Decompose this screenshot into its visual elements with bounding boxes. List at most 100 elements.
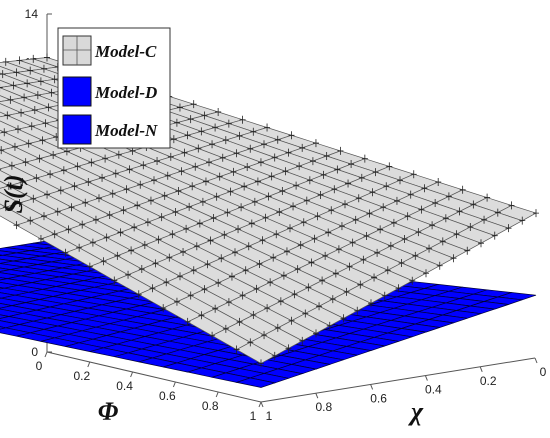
surface-marker-model-c xyxy=(329,295,336,304)
surface-marker-model-c xyxy=(19,177,26,186)
surface-marker-model-c xyxy=(144,218,151,227)
surface-cell-model-c xyxy=(0,180,10,189)
surface-marker-model-c xyxy=(206,158,212,167)
surface-marker-model-c xyxy=(236,131,243,140)
surface-marker-model-c xyxy=(374,248,381,257)
surface-marker-model-c xyxy=(484,193,491,202)
surface-marker-model-c xyxy=(137,180,144,189)
surface-marker-model-c xyxy=(409,276,416,285)
surface-marker-model-c xyxy=(352,215,359,224)
surface-marker-model-c xyxy=(299,143,306,152)
legend-swatch-model-d xyxy=(62,76,92,107)
surface-marker-model-c xyxy=(126,165,133,174)
surface-marker-model-c xyxy=(273,230,280,239)
surface-marker-model-c xyxy=(369,188,376,197)
surface-marker-model-c xyxy=(232,248,238,257)
surface-marker-model-c xyxy=(436,261,443,270)
surface-marker-model-c xyxy=(361,154,368,163)
surface-marker-model-c xyxy=(131,223,138,232)
surface-marker-model-c xyxy=(24,79,31,88)
surface-marker-model-c xyxy=(13,68,20,77)
surface-marker-model-c xyxy=(276,208,283,217)
surface-marker-model-c xyxy=(187,291,194,300)
surface-marker-model-c xyxy=(349,238,356,247)
surface-marker-model-c xyxy=(290,202,297,211)
surface-marker-model-c xyxy=(235,225,242,234)
surface-marker-model-c xyxy=(184,131,191,140)
surface-marker-model-c xyxy=(172,208,179,217)
z-tick-label: 0 xyxy=(31,345,38,359)
surface-marker-model-c xyxy=(355,194,362,203)
surface-marker-model-c xyxy=(0,146,5,155)
surface-marker-model-c xyxy=(79,220,86,229)
surface-marker-model-c xyxy=(15,125,21,134)
surface-marker-model-c xyxy=(141,241,148,250)
surface-marker-model-c xyxy=(54,207,61,216)
surface-marker-model-c xyxy=(313,329,319,338)
legend-entry-model-c: Model-C xyxy=(62,35,157,66)
chi-tick-label: 0.6 xyxy=(370,391,387,405)
surface-marker-model-c xyxy=(358,173,365,182)
surface-marker-model-c xyxy=(42,119,49,128)
surface-marker-model-c xyxy=(299,336,306,345)
surface-marker-model-c xyxy=(106,211,113,220)
surface-marker-model-c xyxy=(236,317,243,326)
surface-marker-model-c xyxy=(16,56,23,65)
surface-marker-model-c xyxy=(360,255,367,264)
surface-marker-model-c xyxy=(92,215,99,224)
surface-marker-model-c xyxy=(453,230,460,239)
surface-marker-model-c xyxy=(387,241,394,250)
surface-marker-model-c xyxy=(155,235,162,244)
surface-marker-model-c xyxy=(314,212,321,221)
surface-marker-model-c xyxy=(163,278,170,287)
surface-marker-model-c xyxy=(259,236,266,245)
surface-marker-model-c xyxy=(238,203,245,212)
surface-marker-model-c xyxy=(51,75,58,84)
chi-tick-label: 0.4 xyxy=(425,383,442,397)
surface-marker-model-c xyxy=(166,253,173,262)
surface-marker-model-c xyxy=(285,344,292,353)
surface-marker-model-c xyxy=(27,66,34,75)
surface-marker-model-c xyxy=(222,324,229,333)
z-axis-title: S(t) xyxy=(0,175,28,214)
surface-marker-model-c xyxy=(74,162,81,171)
surface-marker-model-c xyxy=(251,197,258,206)
surface-marker-model-c xyxy=(256,259,263,268)
surface-marker-model-c xyxy=(377,225,384,234)
surface-marker-model-c xyxy=(199,197,206,206)
surface-marker-model-c xyxy=(175,187,182,196)
surface-marker-model-c xyxy=(115,150,122,159)
surface-marker-model-c xyxy=(363,232,370,241)
surface-marker-model-c xyxy=(219,153,226,162)
surface-marker-model-c xyxy=(196,219,203,228)
chi-tick-mark xyxy=(370,384,374,390)
surface-marker-model-c xyxy=(39,136,46,145)
surface-marker-model-c xyxy=(491,231,498,240)
surface-marker-model-c xyxy=(89,238,96,247)
surface-marker-model-c xyxy=(316,302,323,311)
surface-marker-model-c xyxy=(271,153,278,162)
surface-marker-model-c xyxy=(62,248,69,257)
surface-marker-model-c xyxy=(30,54,37,63)
surface-marker-model-c xyxy=(40,64,47,73)
surface-marker-model-c xyxy=(123,185,130,194)
surface-marker-model-c xyxy=(147,196,154,205)
surface-marker-model-c xyxy=(164,171,171,180)
phi-tick-label: 0.2 xyxy=(73,369,90,383)
surface-marker-model-c xyxy=(68,203,75,212)
surface-marker-model-c xyxy=(261,140,267,149)
surface-marker-model-c xyxy=(257,158,264,167)
surface-marker-model-c xyxy=(397,176,403,185)
surface-marker-model-c xyxy=(190,100,197,109)
chi-tick-mark xyxy=(260,401,264,408)
surface-marker-model-c xyxy=(258,359,264,368)
surface-marker-model-c xyxy=(335,245,342,254)
surface-marker-model-c xyxy=(308,258,315,267)
surface-marker-model-c xyxy=(386,162,393,171)
surface-marker-model-c xyxy=(209,140,216,149)
surface-marker-model-c xyxy=(180,247,187,256)
surface-marker-model-c xyxy=(265,192,272,201)
surface-marker-model-c xyxy=(215,278,222,287)
surface-marker-model-c xyxy=(76,243,83,252)
